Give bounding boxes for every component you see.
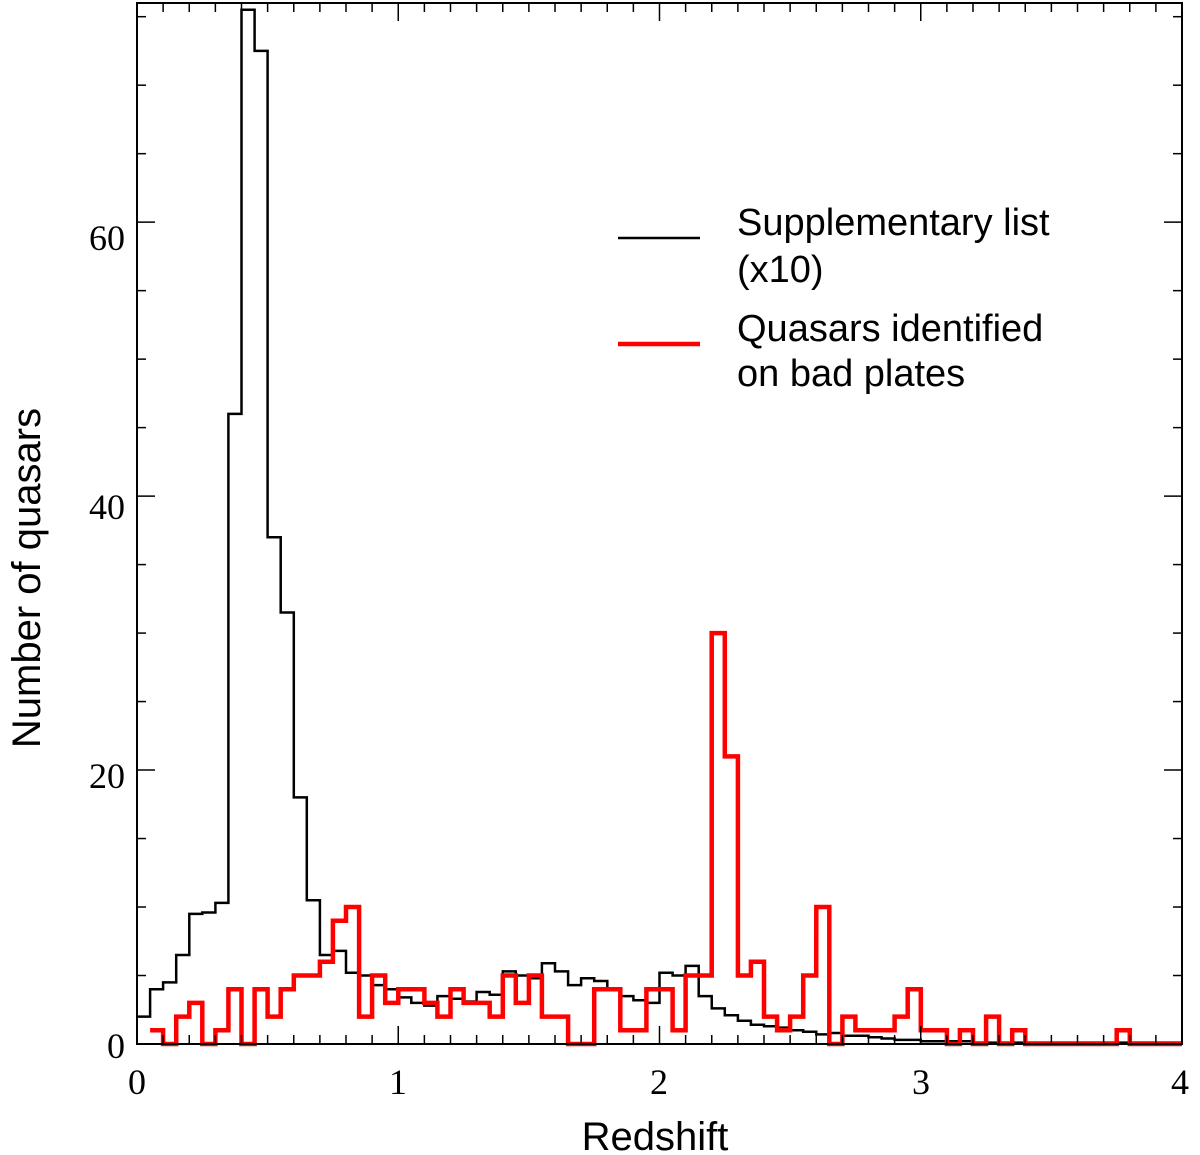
y-tick-labels: 0 20 40 60 bbox=[89, 218, 125, 1066]
x-axis-title: Redshift bbox=[582, 1115, 729, 1155]
legend-label-supplementary-line1: Supplementary list bbox=[737, 202, 1050, 244]
y-tick-label-60: 60 bbox=[89, 218, 125, 258]
y-tick-label-0: 0 bbox=[107, 1026, 125, 1066]
x-tick-label-0: 0 bbox=[128, 1062, 146, 1102]
y-tick-label-40: 40 bbox=[89, 487, 125, 527]
x-tick-label-3: 3 bbox=[912, 1062, 930, 1102]
y-axis-title: Number of quasars bbox=[5, 408, 49, 748]
y-tick-label-20: 20 bbox=[89, 756, 125, 796]
legend-label-bad-plates-line1: Quasars identified bbox=[737, 308, 1043, 350]
legend-label-supplementary-line2: (x10) bbox=[737, 249, 824, 291]
plot-area bbox=[136, 2, 1183, 1047]
x-tick-label-4: 4 bbox=[1171, 1062, 1189, 1102]
x-tick-labels: 0 1 2 3 4 bbox=[128, 1062, 1189, 1102]
legend: Supplementary list (x10) Quasars identif… bbox=[618, 202, 1050, 395]
series-supplementary-list bbox=[137, 8, 1182, 1044]
plot-frame bbox=[136, 2, 1183, 1045]
x-tick-label-2: 2 bbox=[650, 1062, 668, 1102]
series-bad-plates bbox=[150, 630, 1182, 1047]
x-tick-label-1: 1 bbox=[389, 1062, 407, 1102]
axis-ticks bbox=[136, 3, 1183, 1045]
legend-label-bad-plates-line2: on bad plates bbox=[737, 353, 965, 395]
